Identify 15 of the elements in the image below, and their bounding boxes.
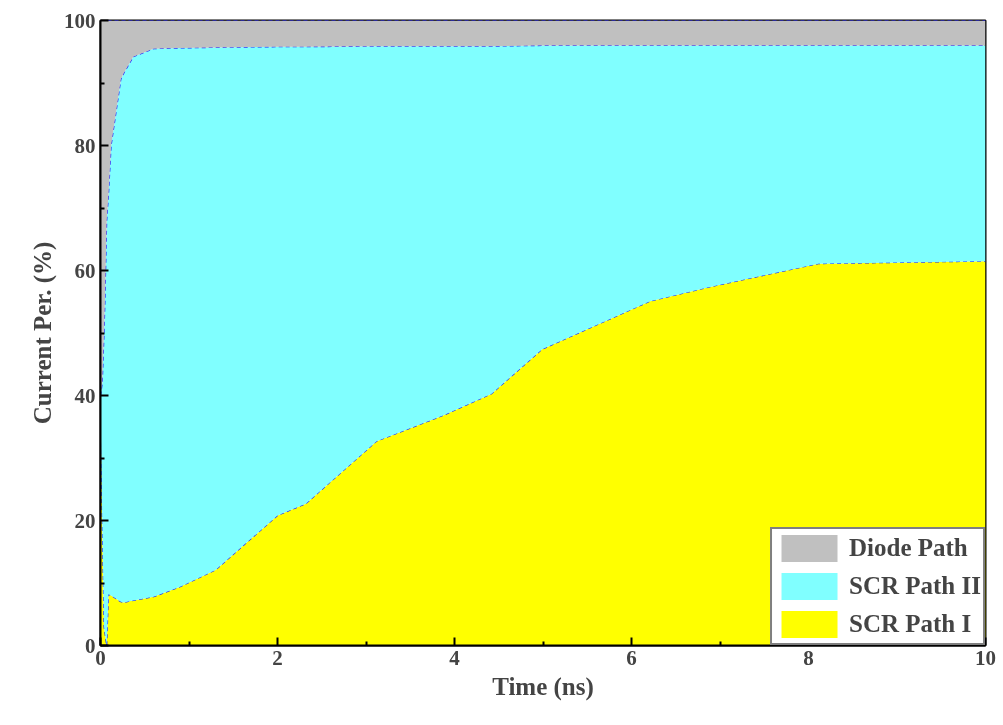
y-tick-label: 40 — [74, 383, 96, 408]
y-tick-label: 100 — [64, 8, 96, 33]
y-tick-label: 60 — [74, 258, 96, 283]
y-axis-title: Current Per. (%) — [29, 241, 57, 425]
x-tick-label: 2 — [272, 645, 283, 670]
x-tick-label: 8 — [803, 645, 814, 670]
x-tick-label: 10 — [975, 645, 996, 670]
x-tick-label: 4 — [449, 645, 461, 670]
legend-label: SCR Path I — [849, 610, 972, 638]
y-tick-label: 80 — [74, 133, 96, 158]
x-axis-title: Time (ns) — [492, 672, 594, 701]
legend-label: SCR Path II — [849, 572, 981, 600]
x-tick-label: 6 — [626, 645, 637, 670]
y-tick-label: 20 — [74, 508, 96, 533]
legend-label: Diode Path — [849, 534, 968, 562]
